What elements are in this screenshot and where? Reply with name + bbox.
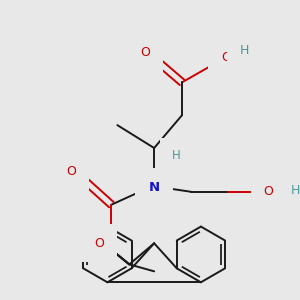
Text: O: O xyxy=(140,46,150,59)
Text: O: O xyxy=(221,51,231,64)
Text: H: H xyxy=(172,149,180,163)
Text: H: H xyxy=(240,44,249,57)
Text: O: O xyxy=(94,237,104,250)
Text: O: O xyxy=(67,165,76,178)
Text: N: N xyxy=(148,181,160,194)
Text: H: H xyxy=(291,184,300,197)
Text: O: O xyxy=(264,185,274,198)
